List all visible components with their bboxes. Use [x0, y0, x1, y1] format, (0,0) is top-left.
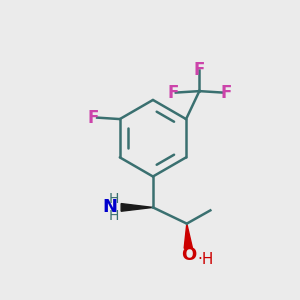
Text: F: F: [87, 109, 98, 127]
Text: F: F: [194, 61, 205, 79]
Text: F: F: [167, 84, 178, 102]
Polygon shape: [184, 224, 192, 248]
Polygon shape: [121, 204, 153, 211]
Text: N: N: [102, 198, 117, 216]
Text: O: O: [181, 246, 196, 264]
Text: H: H: [109, 209, 119, 223]
Text: H: H: [109, 192, 119, 206]
Text: ·H: ·H: [197, 252, 214, 267]
Text: F: F: [220, 84, 232, 102]
